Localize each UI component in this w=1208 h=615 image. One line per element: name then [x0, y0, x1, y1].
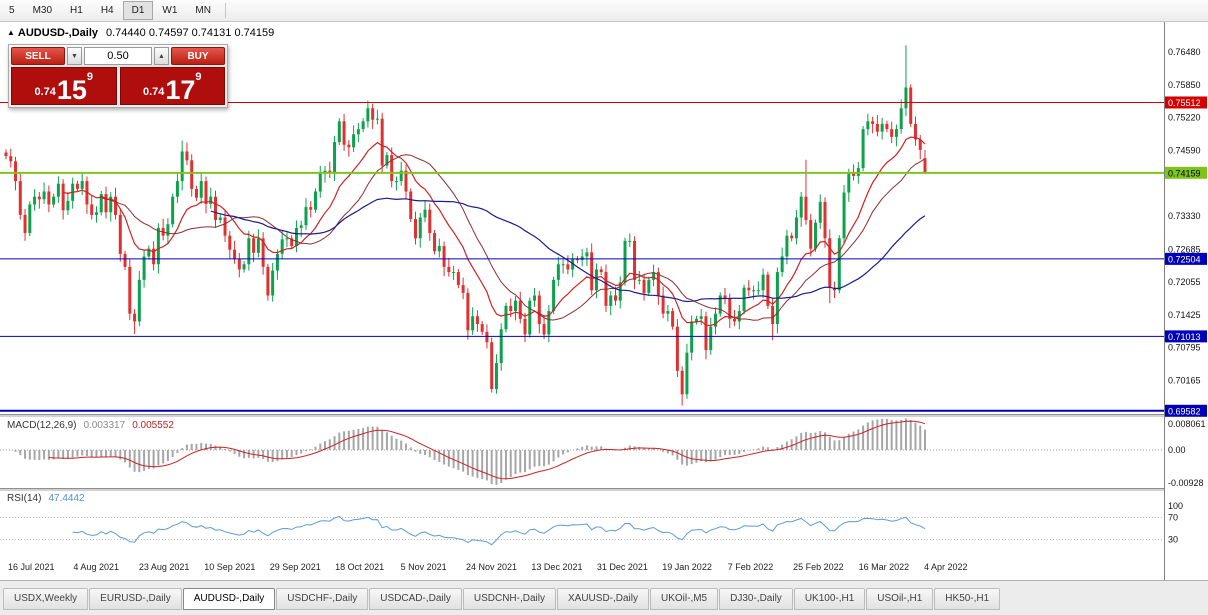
- svg-text:0.71013: 0.71013: [1168, 332, 1201, 342]
- chart-tabs: USDX,Weekly EURUSD-,Daily AUDUSD-,Daily USD…: [0, 580, 1208, 615]
- chart-tab-usdcnh-daily[interactable]: USDCNH-,Daily: [462, 588, 556, 610]
- moving-average-lines: [62, 136, 926, 327]
- svg-text:0.76480: 0.76480: [1168, 47, 1201, 57]
- candles: [4, 45, 927, 406]
- sell-price-prefix: 0.74: [34, 86, 56, 98]
- timeframe-button-m30[interactable]: M30: [32, 5, 53, 16]
- svg-text:0.69582: 0.69582: [1168, 406, 1201, 416]
- volume-increase-button[interactable]: ▲: [154, 47, 169, 65]
- chart-symbol-label: AUDUSD-,Daily: [17, 27, 98, 39]
- svg-text:30: 30: [1168, 534, 1178, 544]
- sell-price-point: 9: [86, 71, 94, 83]
- svg-text:0.70165: 0.70165: [1168, 375, 1201, 385]
- svg-text:0.71425: 0.71425: [1168, 310, 1201, 320]
- chart-tab-uk100-h1[interactable]: UK100-,H1: [793, 588, 866, 610]
- buy-price-point: 9: [195, 71, 202, 83]
- svg-text:10 Sep 2021: 10 Sep 2021: [204, 562, 255, 572]
- sell-price-pips: 15: [56, 75, 87, 106]
- svg-text:-0.00928: -0.00928: [1168, 478, 1204, 488]
- macd-name: MACD(12,26,9): [7, 420, 77, 431]
- one-click-toggle-icon[interactable]: ▲: [7, 28, 15, 37]
- chart-tab-ukoil-m5[interactable]: UKOil-,M5: [650, 588, 719, 610]
- sell-button[interactable]: SELL: [11, 47, 65, 65]
- svg-text:4 Aug 2021: 4 Aug 2021: [73, 562, 119, 572]
- ma-13-line: [62, 136, 926, 327]
- svg-text:0.70795: 0.70795: [1168, 343, 1201, 353]
- svg-text:0.74590: 0.74590: [1168, 145, 1201, 155]
- svg-text:70: 70: [1168, 512, 1178, 522]
- sell-price-box[interactable]: 0.74 15 9: [11, 67, 117, 105]
- svg-text:23 Aug 2021: 23 Aug 2021: [139, 562, 190, 572]
- svg-text:7 Feb 2022: 7 Feb 2022: [728, 562, 774, 572]
- svg-text:4 Apr 2022: 4 Apr 2022: [924, 562, 968, 572]
- chart-tab-hk50-h1[interactable]: HK50-,H1: [934, 588, 1001, 610]
- chart-tab-usdx-weekly[interactable]: USDX,Weekly: [3, 588, 89, 610]
- chart-tab-usdchf-daily[interactable]: USDCHF-,Daily: [276, 588, 369, 610]
- svg-text:0.75512: 0.75512: [1168, 98, 1201, 108]
- price-scale-ticks: 0.76480 0.75850 0.75220 0.74590 0.73330 0.726…: [1168, 47, 1201, 385]
- svg-text:16 Mar 2022: 16 Mar 2022: [859, 562, 910, 572]
- chart-tab-usdcad-daily[interactable]: USDCAD-,Daily: [369, 588, 462, 610]
- timeframe-button-h1[interactable]: H1: [70, 5, 83, 16]
- chart-ohlc-values: 0.74440 0.74597 0.74131 0.74159: [106, 27, 275, 39]
- svg-text:0.72055: 0.72055: [1168, 277, 1201, 287]
- svg-text:5 Nov 2021: 5 Nov 2021: [401, 562, 447, 572]
- price-chart[interactable]: 0.76480 0.75850 0.75220 0.74590 0.73330 0.726…: [0, 22, 1208, 580]
- svg-text:0.74159: 0.74159: [1168, 168, 1201, 178]
- chart-tab-usoil-h1[interactable]: USOil-,H1: [866, 588, 934, 610]
- pane-splitter[interactable]: [0, 414, 1208, 417]
- svg-text:19 Jan 2022: 19 Jan 2022: [662, 562, 712, 572]
- macd-pane-label: MACD(12,26,9) 0.003317 0.005552: [7, 420, 174, 431]
- macd-signal-value: 0.005552: [132, 420, 174, 431]
- volume-decrease-button[interactable]: ▼: [67, 47, 82, 65]
- timeframe-button-d1[interactable]: D1: [122, 1, 154, 20]
- one-click-trading-panel: SELL ▼ ▲ BUY 0.74 15 9 0.74 17 9: [8, 44, 228, 108]
- chart-tab-audusd-daily[interactable]: AUDUSD-,Daily: [182, 588, 276, 610]
- macd-value: 0.003317: [83, 420, 126, 431]
- ma-44-line: [210, 197, 926, 303]
- svg-text:29 Sep 2021: 29 Sep 2021: [270, 562, 321, 572]
- rsi-value: 47.4442: [48, 493, 85, 504]
- chart-tab-xauusd-daily[interactable]: XAUUSD-,Daily: [556, 588, 649, 610]
- svg-text:16 Jul 2021: 16 Jul 2021: [8, 562, 55, 572]
- chart-title: ▲ AUDUSD-,Daily 0.74440 0.74597 0.74131 0.…: [7, 27, 274, 39]
- price-scale[interactable]: [1164, 22, 1208, 580]
- svg-text:0.73330: 0.73330: [1168, 211, 1201, 221]
- chart-window: 0.76480 0.75850 0.75220 0.74590 0.73330 0.726…: [0, 22, 1208, 580]
- level-lines: [0, 101, 1164, 412]
- timeframe-button-5[interactable]: 5: [9, 5, 15, 16]
- rsi-pane-label: RSI(14) 47.4442: [7, 493, 85, 504]
- volume-input[interactable]: [84, 47, 152, 65]
- timeframe-button-h4[interactable]: H4: [100, 5, 114, 16]
- svg-text:0.75850: 0.75850: [1168, 80, 1201, 90]
- svg-text:18 Oct 2021: 18 Oct 2021: [335, 562, 384, 572]
- buy-price-box[interactable]: 0.74 17 9: [119, 67, 225, 106]
- svg-text:13 Dec 2021: 13 Dec 2021: [531, 562, 582, 572]
- timeframe-button-mn[interactable]: MN: [195, 5, 211, 16]
- price-badges: 0.75512 0.74159 0.72504 0.71013 0.69582: [1165, 96, 1207, 417]
- svg-text:0.72504: 0.72504: [1168, 254, 1201, 264]
- chart-tab-eurusd-daily[interactable]: EURUSD-,Daily: [89, 588, 182, 610]
- rsi-name: RSI(14): [7, 493, 42, 504]
- svg-text:0.008061: 0.008061: [1168, 419, 1206, 429]
- timeframe-button-w1[interactable]: W1: [162, 5, 178, 16]
- timeframe-toolbar: 5 M30 H1 H4 D1 W1 MN: [0, 0, 1208, 22]
- toolbar-separator: [224, 3, 226, 18]
- svg-text:100: 100: [1168, 501, 1183, 511]
- svg-text:24 Nov 2021: 24 Nov 2021: [466, 562, 517, 572]
- buy-button[interactable]: BUY: [171, 47, 225, 65]
- chart-tab-dj30-daily[interactable]: DJ30-,Daily: [719, 588, 793, 610]
- buy-price-prefix: 0.74: [142, 86, 165, 98]
- macd-signal-line: [48, 420, 926, 480]
- svg-text:0.72685: 0.72685: [1168, 244, 1201, 254]
- time-axis: 16 Jul 2021 4 Aug 2021 23 Aug 2021 10 Sep 2…: [8, 562, 968, 572]
- svg-text:0.75220: 0.75220: [1168, 113, 1201, 123]
- buy-price-pips: 17: [165, 75, 196, 106]
- svg-text:31 Dec 2021: 31 Dec 2021: [597, 562, 648, 572]
- pane-splitter[interactable]: [0, 488, 1208, 491]
- macd-histogram: [9, 418, 926, 485]
- svg-text:0.00: 0.00: [1168, 445, 1186, 455]
- svg-text:25 Feb 2022: 25 Feb 2022: [793, 562, 844, 572]
- rsi-line: [72, 515, 926, 546]
